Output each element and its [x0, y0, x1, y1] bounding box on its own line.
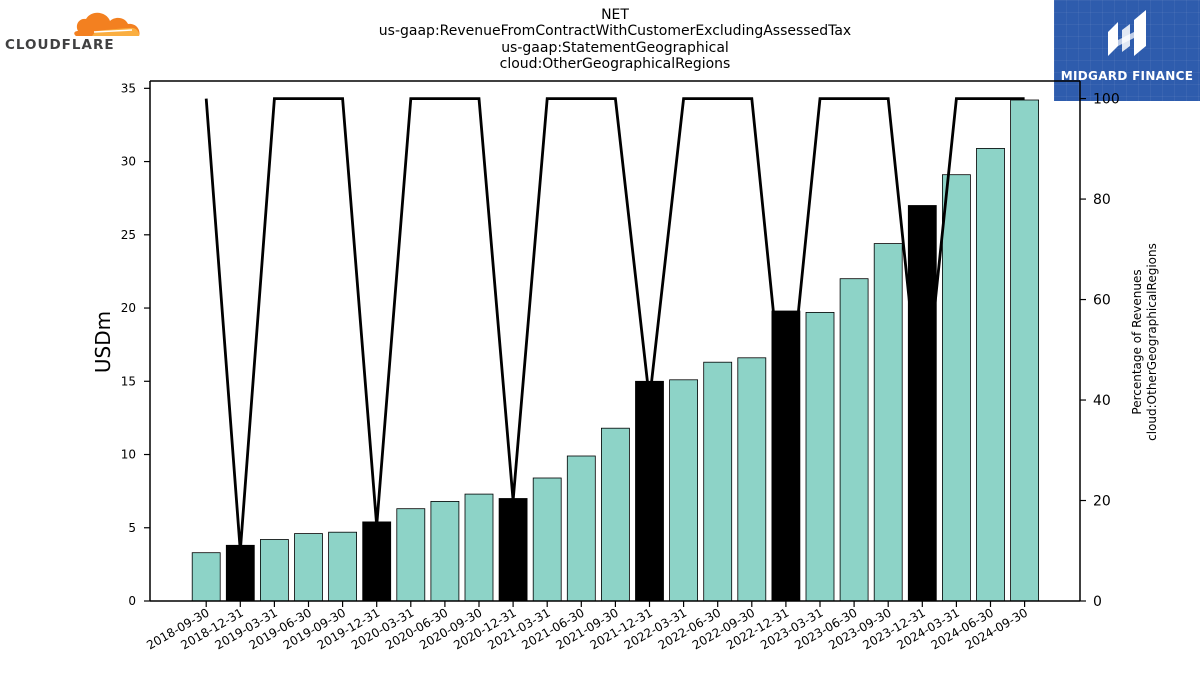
right-tick-label: 40 [1093, 393, 1111, 409]
title-line-member: cloud:OtherGeographicalRegions [499, 55, 731, 72]
percentage-line-series [204, 97, 1025, 551]
bar-2019-03-31 [259, 539, 289, 602]
bar-2023-09-30 [873, 243, 903, 602]
bar-2021-12-31 [635, 380, 664, 602]
right-tick-label: 100 [1093, 92, 1120, 108]
bar-2020-12-31 [498, 498, 528, 602]
left-tick-label: 25 [121, 228, 136, 242]
right-y-axis-label: Percentage of Revenues cloud:OtherGeogra… [1130, 243, 1159, 441]
bar-2023-06-30 [839, 278, 869, 602]
left-tick-label: 5 [128, 521, 136, 535]
midgard-finance-logo: MIDGARD FINANCE [1054, 0, 1200, 101]
bar-2021-03-31 [532, 477, 562, 602]
left-tick-label: 10 [121, 448, 136, 462]
bar-2020-09-30 [464, 493, 494, 602]
bar-2024-06-30 [976, 147, 1005, 602]
title-line-ticker: NET [601, 7, 629, 23]
x-axis: 2018-09-302018-12-312019-03-312019-06-30… [144, 601, 1030, 652]
bar-2021-06-30 [566, 455, 596, 602]
bar-series [191, 99, 1039, 602]
bar-2022-09-30 [737, 357, 767, 602]
title-line-axis: us-gaap:StatementGeographical [501, 39, 729, 56]
left-tick-label: 0 [128, 594, 136, 608]
right-y-axis: 0 20 40 60 80 100 [1080, 92, 1120, 610]
bar-2022-06-30 [703, 361, 733, 602]
bar-2021-09-30 [601, 427, 630, 602]
bar-2023-03-31 [805, 311, 835, 602]
percentage-line [204, 97, 1025, 551]
bar-2019-09-30 [328, 531, 358, 602]
bar-2019-12-31 [362, 521, 392, 602]
bar-2023-12-31 [907, 205, 937, 602]
right-y-axis-label-line-1: Percentage of Revenues [1130, 269, 1144, 414]
left-y-axis: 0 5 10 15 20 25 30 35 [121, 81, 150, 608]
bar-2018-09-30 [191, 552, 221, 602]
right-tick-label: 80 [1093, 192, 1111, 208]
cloud-icon [74, 12, 140, 36]
right-tick-label: 60 [1093, 293, 1111, 309]
right-y-axis-label-line-2: cloud:OtherGeographicalRegions [1145, 243, 1159, 441]
left-tick-label: 20 [121, 301, 136, 315]
title-line-concept: us-gaap:RevenueFromContractWithCustomerE… [378, 23, 852, 40]
bar-2020-03-31 [396, 508, 426, 602]
left-y-axis-label: USDm [91, 311, 115, 373]
bar-2024-03-31 [942, 174, 971, 602]
bar-2019-06-30 [294, 533, 323, 602]
left-tick-label: 35 [121, 81, 136, 95]
bar-2022-12-31 [771, 310, 801, 602]
cloudflare-wordmark: CLOUDFLARE [5, 37, 115, 53]
bar-2018-12-31 [225, 544, 255, 602]
right-tick-label: 0 [1093, 594, 1102, 610]
bar-2020-06-30 [430, 500, 460, 602]
cloudflare-logo: CLOUDFLARE [4, 4, 144, 54]
midgard-logo-icon [1108, 10, 1146, 56]
bar-2024-09-30 [1010, 99, 1039, 602]
right-tick-label: 20 [1093, 494, 1111, 510]
midgard-wordmark: MIDGARD FINANCE [1060, 69, 1194, 83]
left-tick-label: 30 [121, 155, 136, 169]
bar-2022-03-31 [669, 379, 698, 602]
left-tick-label: 15 [121, 374, 136, 388]
chart-title: NET us-gaap:RevenueFromContractWithCusto… [0, 7, 1200, 72]
